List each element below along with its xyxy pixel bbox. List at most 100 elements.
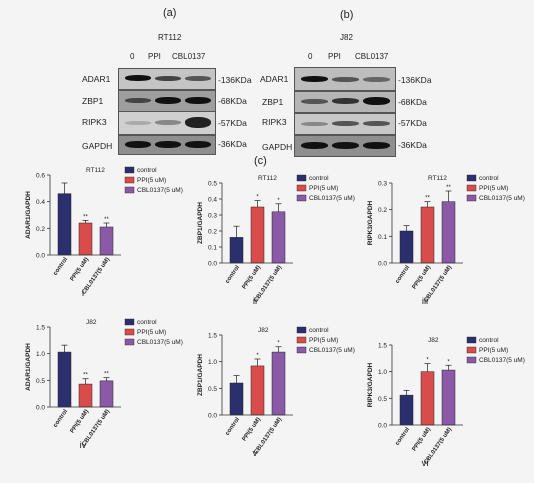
blot-a-label-zbp1: ZBP1 (82, 96, 104, 106)
blot-b-kda-gapdh: -36KDa (398, 140, 427, 150)
bar-1 (420, 371, 435, 426)
y-tick-label: 0.4 (36, 199, 45, 206)
bar-0 (229, 382, 244, 416)
x-tick-label: PPI(5 uM) (242, 265, 263, 291)
bar-2 (271, 351, 286, 416)
legend-label-0: control (309, 327, 329, 334)
y-tick-label: 0.0 (36, 253, 45, 260)
band (185, 76, 211, 81)
legend-label-1: PPI(5 uM) (479, 185, 508, 192)
legend-swatch-1 (296, 336, 307, 344)
blot-b-lane-2: CBL0137 (355, 52, 389, 61)
blot-a-kda-adar1: -136KDa (218, 75, 252, 85)
significance-mark: ** (446, 185, 451, 191)
y-tick-label: 0.0 (378, 423, 387, 430)
band (301, 142, 328, 149)
blot-b-label-ripk3: RIPK3 (262, 117, 287, 127)
legend-swatch-2 (124, 338, 135, 346)
bar-1 (250, 365, 265, 416)
bar-1 (78, 383, 93, 408)
legend-label-0: control (479, 175, 499, 182)
y-tick-label: 0.5 (208, 386, 217, 393)
band (155, 76, 181, 81)
band (155, 97, 181, 104)
bar-2 (99, 380, 114, 408)
x-tick-label: control (225, 416, 242, 436)
blot-b-kda-zbp1: -68KDa (398, 97, 427, 107)
legend-swatch-2 (466, 194, 477, 202)
x-tick-label: control (395, 264, 412, 284)
legend-swatch-1 (466, 346, 477, 354)
significance-mark: * (277, 341, 280, 347)
y-tick-label: 0.0 (208, 413, 217, 420)
legend-swatch-0 (124, 318, 135, 326)
legend-label-2: CBL0137(5 uM) (479, 195, 525, 202)
y-tick-label: 0.2 (378, 207, 387, 214)
legend-swatch-0 (466, 336, 477, 344)
x-tick-label: PPI(5 uM) (70, 257, 91, 283)
bar-1 (78, 222, 93, 256)
band (332, 77, 359, 82)
y-tick-label: 0.5 (378, 396, 387, 403)
band (332, 98, 359, 104)
legend-label-0: control (479, 337, 499, 344)
chart-vi: J82 0.0 0.5 1.0 1.5 RIPK3/GAPDH control * PPI(5 … (367, 336, 525, 469)
chart-title: RT112 (428, 175, 447, 182)
y-axis-label: RIPK3/GAPDH (367, 200, 374, 245)
legend-swatch-1 (124, 328, 135, 336)
legend-swatch-0 (124, 166, 135, 174)
bar-2 (441, 201, 456, 264)
blot-a-lane-1: PPI (148, 52, 161, 61)
blot-a-row-zbp1 (118, 90, 216, 112)
y-axis-label: ZBP1/GAPDH (197, 354, 204, 396)
y-tick-label: 0.5 (208, 181, 217, 188)
bar-0 (57, 351, 72, 408)
y-axis-label: ZBP1/GAPDH (197, 202, 204, 244)
blot-b-row-zbp1 (294, 91, 396, 113)
bar-1 (420, 206, 435, 264)
blot-b-row-gapdh (294, 135, 396, 157)
chart-v: J82 0.0 0.5 1.0 1.5 ZBP1/GAPDH control * PPI(5 u… (197, 326, 355, 459)
legend-label-2: CBL0137(5 uM) (137, 187, 183, 194)
chart-number: ii (253, 296, 257, 307)
band (363, 97, 390, 105)
chart-number: vi (422, 458, 429, 469)
legend-swatch-0 (296, 174, 307, 182)
x-tick-label: control (225, 264, 242, 284)
x-tick-label: control (53, 256, 70, 276)
blot-b-lane-0: 0 (308, 52, 313, 61)
legend-swatch-0 (296, 326, 307, 334)
x-tick-label: PPI(5 uM) (242, 417, 263, 443)
significance-mark: * (256, 195, 259, 201)
y-tick-label: 1.5 (378, 343, 387, 350)
legend-swatch-1 (124, 176, 135, 184)
chart-title: J82 (258, 327, 269, 334)
bar-1 (250, 206, 265, 264)
legend-label-0: control (137, 319, 157, 326)
legend-swatch-1 (466, 184, 477, 192)
x-tick-label: PPI(5 uM) (412, 265, 433, 291)
legend-label-0: control (309, 175, 329, 182)
band (363, 121, 390, 126)
blot-b-kda-ripk3: -57KDa (398, 118, 427, 128)
chart-title: J82 (86, 319, 97, 326)
chart-number: i (82, 288, 84, 299)
y-axis-label: ADAR1/GAPDH (25, 191, 32, 239)
y-tick-label: 1.5 (208, 333, 217, 340)
band (125, 75, 151, 81)
y-tick-label: 0.3 (208, 213, 217, 220)
y-tick-label: 0.3 (378, 181, 387, 188)
band (125, 141, 151, 148)
band (301, 122, 328, 126)
x-tick-label: control (53, 408, 70, 428)
chart-number: iv (80, 440, 87, 451)
band (185, 97, 211, 104)
chart-ii: RT112 0.0 0.1 0.2 0.3 0.4 0.5 ZBP1/GAPDH control… (197, 174, 355, 307)
band (155, 141, 181, 148)
blot-b-row-ripk3 (294, 113, 396, 135)
band (185, 141, 211, 148)
y-tick-label: 1.5 (36, 325, 45, 332)
band (332, 142, 359, 149)
blot-a-row-adar1 (118, 68, 216, 90)
panel-c-letter: (c) (254, 155, 267, 167)
